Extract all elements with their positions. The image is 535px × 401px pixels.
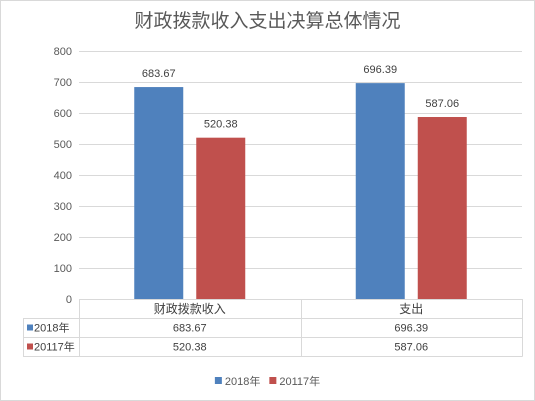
y-tick-label-800: 800 [54,46,72,58]
y-tick-label-600: 600 [54,108,72,120]
table-row-label-1: 2018年 [34,321,69,335]
table-cell-r2-c1: 520.38 [173,342,207,354]
table-category-header-1: 财政拨款收入 [154,302,226,316]
data-labels: 683.67 696.39 520.38 587.06 [142,64,459,131]
bar-series1-cat2 [355,83,405,299]
data-label-series1-cat2: 696.39 [363,64,397,76]
table-cell-r1-c1: 683.67 [173,323,207,335]
data-label-series2-cat1: 520.38 [204,119,238,131]
chart-title: 财政拨款收入支出决算总体情况 [134,10,400,32]
legend-marker-1 [214,377,222,384]
legend-label-1: 2018年 [225,374,260,388]
bars [134,83,467,299]
y-tick-label-100: 100 [54,263,72,275]
y-axis-tick-labels: 0 100 200 300 400 500 600 700 800 [54,46,72,306]
data-table: 财政拨款收入 支出 2018年 683.67 696.39 20117年 520.38 587… [23,299,523,357]
y-tick-label-500: 500 [54,139,72,151]
table-cell-r2-c2: 587.06 [394,342,428,354]
table-row-key-1 [27,324,33,331]
table-row-label-2: 20117年 [34,340,75,354]
y-tick-label-700: 700 [54,77,72,89]
table-cell-r1-c2: 696.39 [394,323,428,335]
legend-item-1: 2018年 [214,374,260,388]
legend-label-2: 20117年 [279,374,320,388]
y-tick-label-300: 300 [54,201,72,213]
table-category-header-2: 支出 [399,302,423,316]
bar-series2-cat1 [196,137,246,299]
y-tick-label-400: 400 [54,170,72,182]
y-tick-label-0: 0 [66,294,72,306]
y-tick-label-200: 200 [54,232,72,244]
table-row-key-2 [27,343,33,350]
legend-item-2: 20117年 [269,374,320,388]
bar-series2-cat2 [417,117,467,299]
legend: 2018年 20117年 [214,374,320,388]
data-label-series1-cat1: 683.67 [142,68,176,80]
data-label-series2-cat2: 587.06 [425,98,459,110]
bar-series1-cat1 [134,87,184,299]
legend-marker-2 [269,377,277,384]
